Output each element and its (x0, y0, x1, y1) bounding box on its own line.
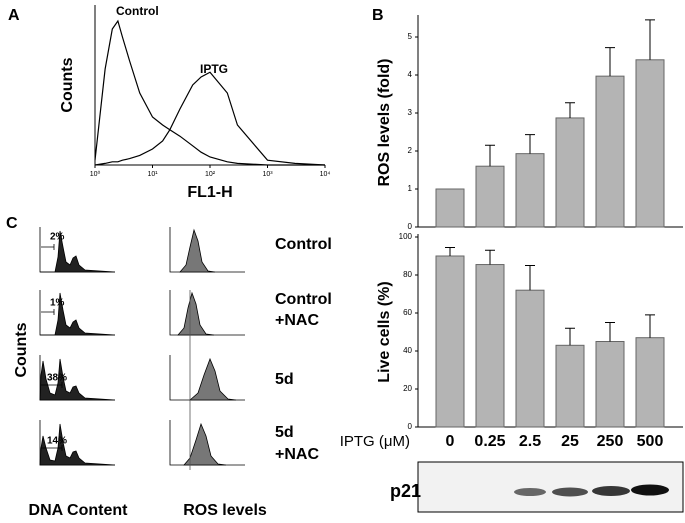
y-tick-label: 0 (408, 422, 413, 431)
error-bar (605, 47, 615, 77)
bar (635, 337, 665, 428)
error-bar (645, 314, 655, 338)
panel-label: B (372, 7, 384, 24)
bar (555, 117, 585, 228)
x-tick-label: 0 (446, 433, 455, 450)
bar (475, 264, 505, 428)
error-bar (525, 265, 535, 291)
x-axis-label: DNA Content (29, 502, 129, 519)
percent-label: 38% (47, 373, 67, 384)
bar (435, 255, 465, 428)
ros-histogram (169, 290, 245, 336)
x-tick-label: 0.25 (474, 433, 505, 450)
y-tick-label: 40 (403, 346, 412, 355)
y-axis-label: Counts (13, 322, 30, 377)
x-tick-label: 10⁴ (320, 171, 331, 178)
x-tick-label: 2.5 (519, 433, 541, 450)
row-label: Control (275, 236, 332, 253)
row-label: 5d (275, 371, 294, 388)
error-bar (485, 144, 495, 167)
x-tick-label: 10¹ (147, 171, 158, 178)
x-axis-label: FL1-H (187, 184, 232, 201)
y-tick-label: 100 (399, 232, 413, 241)
blot-label: p21 (390, 481, 421, 501)
ros-histogram (169, 420, 245, 466)
row-label: +NAC (275, 312, 319, 329)
bar (475, 165, 505, 228)
dna-histogram (39, 355, 116, 401)
x-tick-label: 10³ (262, 171, 273, 178)
bar (435, 188, 465, 228)
y-axis-label: ROS levels (fold) (376, 58, 393, 186)
y-tick-label: 1 (408, 184, 413, 193)
x-axis-label: IPTG (μM) (340, 433, 410, 450)
x-tick-label: 10² (205, 171, 216, 178)
series-label: IPTG (200, 62, 228, 76)
y-axis-label: Counts (59, 57, 76, 112)
panel-c-histograms (39, 227, 245, 470)
error-bar (525, 134, 535, 154)
x-tick-label: 500 (637, 433, 664, 450)
row-label: Control (275, 291, 332, 308)
bar (595, 341, 625, 428)
percent-label: 14% (47, 436, 67, 447)
x-axis-label: ROS levels (183, 502, 267, 519)
dna-histogram (39, 290, 116, 336)
y-tick-label: 60 (403, 308, 412, 317)
percent-label: 2% (50, 232, 65, 243)
y-tick-label: 0 (408, 222, 413, 231)
error-bar (645, 19, 655, 60)
y-tick-label: 20 (403, 384, 412, 393)
y-tick-label: 5 (408, 32, 413, 41)
x-tick-label: 250 (597, 433, 624, 450)
error-bar (605, 322, 615, 342)
y-tick-label: 3 (408, 108, 413, 117)
western-blot (417, 461, 684, 513)
bar (635, 59, 665, 228)
x-tick-label: 10⁰ (90, 170, 101, 178)
bar (595, 75, 625, 228)
dna-histogram (39, 420, 116, 466)
bar (515, 289, 545, 428)
y-tick-label: 4 (408, 70, 413, 79)
dna-histogram (39, 227, 116, 273)
panel-label: C (6, 215, 18, 232)
axis (94, 5, 325, 166)
y-tick-label: 80 (403, 270, 412, 279)
row-label: +NAC (275, 446, 319, 463)
error-bar (565, 102, 575, 118)
bar (515, 153, 545, 228)
ros-histogram (169, 227, 245, 273)
bar (555, 344, 585, 428)
row-label: 5d (275, 424, 294, 441)
error-bar (445, 246, 455, 256)
error-bar (485, 249, 495, 265)
line-series (94, 71, 326, 166)
panel-label: A (8, 7, 20, 24)
error-bar (565, 327, 575, 346)
y-axis-label: Live cells (%) (376, 281, 393, 382)
percent-label: 1% (50, 298, 65, 309)
ros-histogram (169, 355, 245, 401)
series-label: Control (116, 4, 159, 18)
y-tick-label: 2 (408, 146, 413, 155)
x-tick-label: 25 (561, 433, 579, 450)
line-series (94, 19, 325, 166)
